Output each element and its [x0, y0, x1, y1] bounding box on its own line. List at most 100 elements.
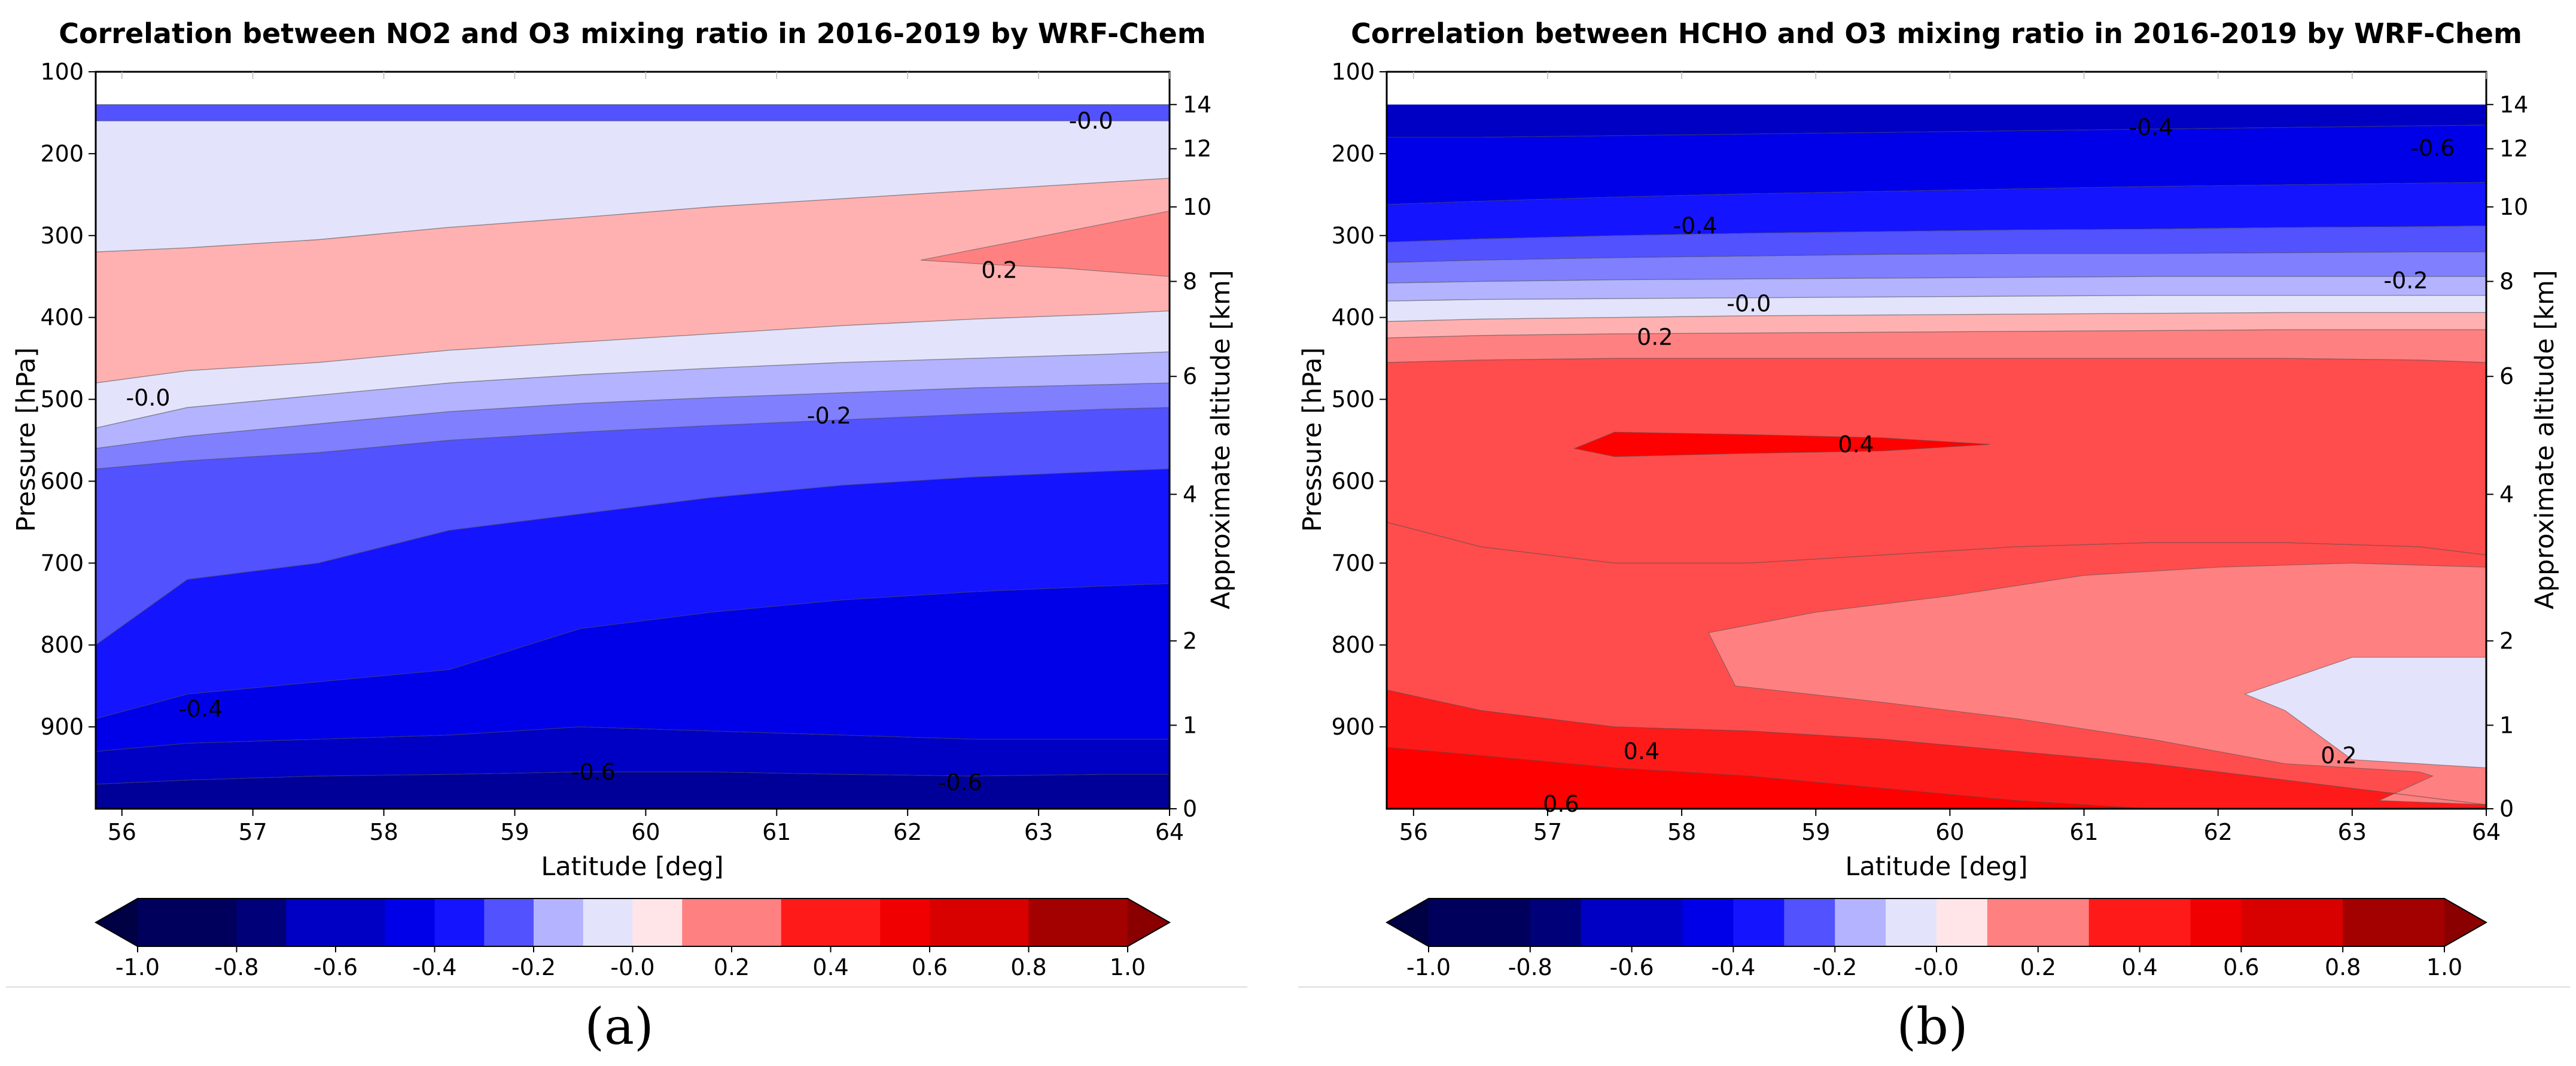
- panel-b-y2tick-label: 10: [2499, 194, 2528, 220]
- panel-a-xtick-label: 61: [762, 819, 791, 845]
- panel-a-colorbar-segment: [336, 899, 386, 946]
- panel-a-contour-region: [95, 104, 1170, 121]
- panel-b-xtick-label: 61: [2069, 819, 2098, 845]
- panel-a-colorbar-segment: [880, 899, 930, 946]
- panel-b-label: (b): [1896, 997, 1968, 1056]
- panel-b-colorbar-tick-label: -1.0: [1406, 954, 1451, 980]
- panel-b-contour-label: 0.4: [1838, 431, 1874, 458]
- panel-b-colorbar-high-extend: [2444, 899, 2486, 946]
- panel-b-contour-label: 0.2: [1637, 324, 1673, 351]
- panel-b-contour-band: [1387, 104, 2486, 138]
- panel-b-contour-label: 0.6: [1543, 791, 1579, 817]
- panel-b-axes-frame: [1386, 71, 2487, 810]
- panel-a-plot-area: -0.00.2-0.0-0.2-0.4-0.6 -0.656 57 58 59 60 61 6…: [40, 59, 1211, 845]
- panel-b-y2tick-label: 4: [2499, 481, 2514, 507]
- panel-b-colorbar-tick-label: 0.4: [2121, 954, 2157, 980]
- panel-b-colorbar-segment: [1581, 899, 1633, 946]
- panel-a-xtick-label: 59: [500, 819, 529, 845]
- panel-a-colorbar-segment: [1078, 899, 1128, 946]
- panel-a-ytick-label: 300: [40, 223, 84, 249]
- panel-b-colorbar-segment: [2394, 899, 2445, 946]
- panel-b-contour-band: [1387, 124, 2486, 205]
- panel-b-ytick-label: 900: [1331, 714, 1375, 740]
- panel-b-contour-line: [1386, 251, 2486, 263]
- panel-a-colorbar-tick-label: -0.0: [610, 954, 654, 980]
- panel-a-contour-line: [95, 771, 1170, 785]
- panel-a-xlabel: Latitude [deg]: [541, 852, 723, 882]
- panel-a-colorbar-segment: [583, 899, 634, 946]
- panel-a-colorbar-segment: [534, 899, 584, 946]
- panel-a-contour-line: [95, 468, 1170, 645]
- panel-b-ytick-label: 600: [1331, 468, 1375, 494]
- panel-a-colorbar-segment: [236, 899, 287, 946]
- panel-b-colorbar-tick-label: 0.8: [2325, 954, 2361, 980]
- panel-a-ytick-label: 800: [40, 632, 84, 658]
- panel-a-contour-band: [96, 383, 1170, 469]
- panel-a-colorbar-segment: [138, 899, 188, 946]
- panel-b-colorbar-segment: [1784, 899, 1835, 946]
- panel-a-contour-band: [96, 310, 1170, 428]
- panel-b-ytick-label: 200: [1331, 141, 1375, 167]
- panel-b-xtick-label: 58: [1667, 819, 1696, 845]
- panel-b-contour-label: 0.4: [1624, 738, 1660, 765]
- panel-b-colorbar-segment: [2343, 899, 2394, 946]
- panel-a-contour-line: [95, 178, 1170, 252]
- panel-b-contour-label: -0.2: [2383, 267, 2428, 294]
- panel-b-contour-line: [1386, 225, 2487, 243]
- panel-b-xtick-label: 62: [2204, 819, 2233, 845]
- panel-a-colorbar-segment: [632, 899, 683, 946]
- panel-b-xtick-label: 59: [1801, 819, 1830, 845]
- panel-a-colorbar-segment: [1028, 899, 1079, 946]
- panel-b-colorbar-tick-label: -0.6: [1610, 954, 1654, 980]
- panel-a-label: (a): [584, 997, 654, 1056]
- panel-b-y2tick-label: 14: [2499, 92, 2528, 118]
- panel-b-colorbar-segment: [2292, 899, 2343, 946]
- panel-a-colorbar-tick-label: -0.8: [214, 954, 258, 980]
- panel-a-contour-line: [95, 726, 1170, 752]
- panel-a-colorbar-segment: [830, 899, 881, 946]
- panel-a-colorbar-segment: [781, 899, 832, 946]
- panel-a-axes-frame: [95, 71, 1171, 810]
- panel-b-title: Correlation between HCHO and O3 mixing r…: [1351, 17, 2522, 50]
- panel-a-colorbar-segment: [484, 899, 534, 946]
- panel-a-xtick-label: 62: [893, 819, 922, 845]
- panel-a-ytick-label: 900: [40, 714, 84, 740]
- panel-a-contour-band: [96, 178, 1170, 383]
- panel-a-colorbar-segment: [286, 899, 336, 946]
- panel-b-colorbar-segment: [2241, 899, 2293, 946]
- panel-a-y2tick-label: 4: [1183, 481, 1197, 507]
- panel-b-colorbar-segment: [1682, 899, 1734, 946]
- panel-a-y2label: Approximate altitude [km]: [1206, 270, 1236, 609]
- panel-b-xtick-label: 56: [1399, 819, 1428, 845]
- panel-a-contour-label: -0.6: [938, 769, 982, 796]
- panel-b-colorbar-segment: [2139, 899, 2191, 946]
- panel-a-xtick-label: 64: [1155, 819, 1184, 845]
- panel-b-colorbar-segment: [1886, 899, 1937, 946]
- panel-b-ytick-label: 700: [1331, 550, 1375, 576]
- panel-b-y2tick-label: 2: [2499, 628, 2514, 654]
- panel-b-contour-line: [1386, 276, 2486, 284]
- panel-a-colorbar-tick-label: -1.0: [115, 954, 160, 980]
- panel-b-colorbar-segment: [1429, 899, 1480, 946]
- panel-b-colorbar-tick-label: 0.2: [2020, 954, 2056, 980]
- panel-b-y2tick-label: 8: [2499, 268, 2514, 294]
- panel-a-contour-line: [95, 310, 1170, 383]
- panel-a-contour-line: [95, 407, 1170, 470]
- panel-a: Correlation between NO2 and O3 mixing ra…: [6, 17, 1247, 1056]
- panel-b-contour-line: [1386, 358, 2487, 363]
- panel-b-contour-band: [1387, 295, 2486, 322]
- panel-b-contour-line: [1386, 522, 2487, 564]
- panel-b-y2tick-label: 0: [2499, 796, 2514, 822]
- panel-a-colorbar-tick-label: 1.0: [1110, 954, 1146, 980]
- panel-a-colorbar-tick-label: -0.4: [412, 954, 456, 980]
- panel-b-colorbar-tick-label: -0.2: [1813, 954, 1857, 980]
- panel-b-colorbar-tick-label: -0.8: [1508, 954, 1552, 980]
- panel-b-colorbar-segment: [2190, 899, 2242, 946]
- panel-a-ylabel: Pressure [hPa]: [11, 348, 41, 532]
- panel-b-ylabel: Pressure [hPa]: [1298, 348, 1327, 532]
- panel-a-y2tick-label: 0: [1183, 796, 1197, 822]
- panel-b-colorbar-segment: [2038, 899, 2090, 946]
- panel-b-contour-region: [1573, 431, 1990, 457]
- panel-a-colorbar: -1.0 -0.8 -0.6 -0.4 -0.2 -0.0 0.2 0.4 0.6 0.8 1.0: [94, 898, 1171, 980]
- panel-b-colorbar-segment: [1733, 899, 1785, 946]
